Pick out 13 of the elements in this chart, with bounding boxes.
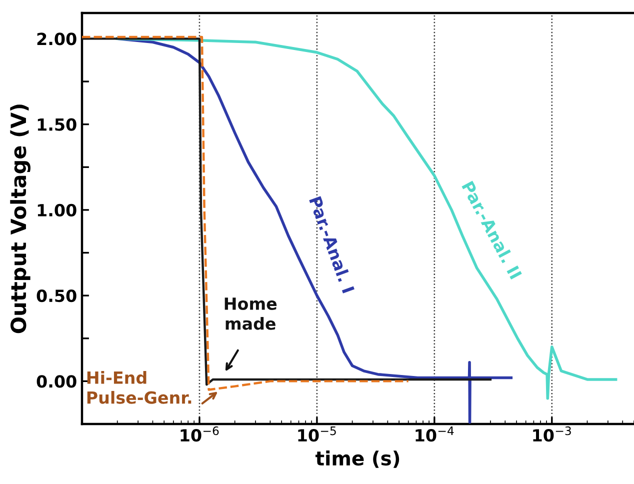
y-tick-label: 1.50 — [38, 118, 76, 131]
y-tick-label: 0.00 — [36, 375, 76, 388]
x-tick-label: 10$^{−4}$ — [416, 426, 454, 442]
x-tick-label: 10$^{−5}$ — [298, 426, 336, 442]
y-tick-label: 2.00 — [37, 32, 76, 46]
x-tick-label: 10$^{−6}$ — [180, 426, 219, 442]
series-label: Home made — [224, 298, 277, 330]
series-label: Hi-End Pulse-Genr. — [87, 371, 192, 404]
x-axis-title: time (s) — [315, 450, 400, 468]
y-tick-label: 1.00 — [38, 204, 76, 217]
x-tick-label: 10$^{−3}$ — [533, 426, 571, 442]
y-tick-label: 0.50 — [36, 290, 76, 302]
y-axis-title: Outtput Voltage (V) — [10, 104, 30, 334]
